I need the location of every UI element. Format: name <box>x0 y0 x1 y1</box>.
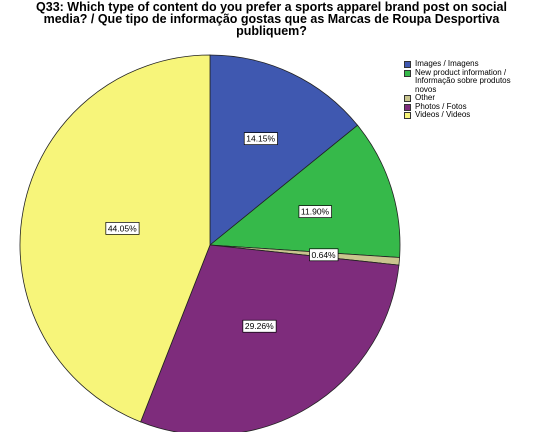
legend: Images / Imagens New product information… <box>404 59 543 120</box>
data-label-group-4: 44.05% <box>105 222 140 235</box>
legend-swatch-videos <box>404 112 411 119</box>
legend-label-videos: Videos / Videos <box>415 110 471 119</box>
pie-slices <box>19 54 401 432</box>
pie-slice-3 <box>140 244 400 432</box>
data-label-box-1 <box>298 205 332 218</box>
legend-swatch-photos <box>404 103 411 111</box>
data-label-1: 11.90% <box>301 207 330 217</box>
pie-data-labels: 14.15% 11.90% 0.64% 29.26% 44.05% <box>105 132 339 333</box>
legend-swatch-other <box>404 95 411 102</box>
data-label-box-2 <box>309 248 339 262</box>
pie-slice-0 <box>209 54 359 246</box>
legend-item-videos: Videos / Videos <box>404 110 543 120</box>
legend-swatch-images <box>404 61 411 68</box>
data-label-box-3 <box>242 319 277 333</box>
data-label-2: 0.64% <box>312 250 337 260</box>
legend-item-new-product-info: New product information / Informação sob… <box>404 67 543 95</box>
legend-label-photos: Photos / Fotos <box>415 101 467 111</box>
data-label-3: 29.26% <box>245 321 274 331</box>
chart-title-line-2: media? / Que tipo de informação gostas q… <box>43 12 500 26</box>
legend-item-other: Other <box>404 93 543 103</box>
data-label-group-0: 14.15% <box>243 132 278 145</box>
chart-title-line-3: publiquem? <box>236 24 307 38</box>
chart-title-line-1: Q33: Which type of content do you prefer… <box>36 0 507 14</box>
legend-label-images: Images / Imagens <box>415 59 479 68</box>
legend-swatch-new-product-info <box>404 69 411 77</box>
data-label-0: 14.15% <box>246 134 275 144</box>
data-label-box-4 <box>105 222 140 235</box>
data-label-group-2: 0.64% <box>309 248 339 262</box>
data-label-group-1: 11.90% <box>298 205 332 218</box>
chart-title: Q33: Which type of content do you prefer… <box>0 0 543 38</box>
legend-label-new-product-info: New product information / Informação sob… <box>415 67 511 94</box>
data-label-box-0 <box>243 132 278 145</box>
legend-label-other: Other <box>415 93 436 102</box>
legend-item-images: Images / Imagens <box>404 59 543 69</box>
data-label-4: 44.05% <box>108 223 137 233</box>
pie-slice-1 <box>208 124 401 258</box>
pie-slice-4 <box>19 54 211 423</box>
data-label-group-3: 29.26% <box>242 319 277 333</box>
legend-item-photos: Photos / Fotos <box>404 101 543 112</box>
